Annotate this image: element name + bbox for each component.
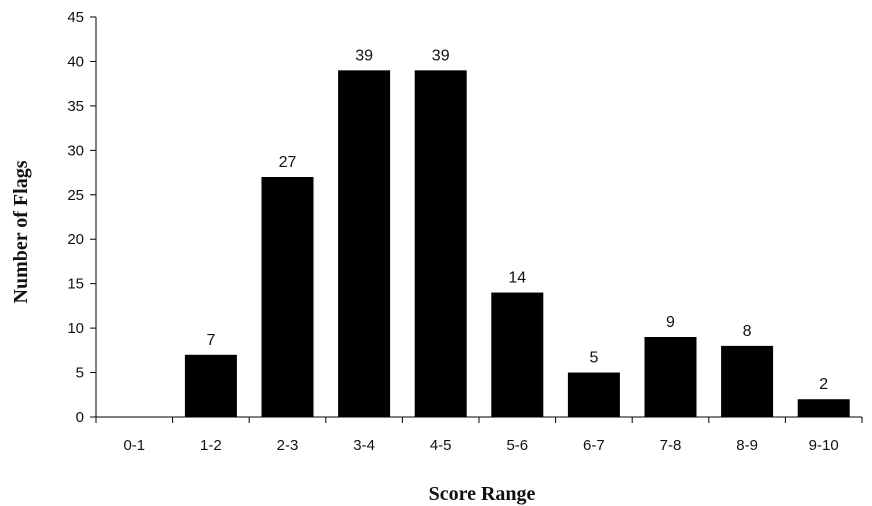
y-tick-label: 20	[67, 231, 84, 248]
x-tick-label: 4-5	[430, 437, 452, 454]
x-tick-label: 5-6	[506, 437, 528, 454]
bar	[184, 354, 237, 417]
bar	[797, 399, 850, 417]
x-tick-label: 3-4	[353, 437, 375, 454]
y-tick-label: 30	[67, 142, 84, 159]
x-tick-label: 0-1	[123, 437, 145, 454]
data-label: 7	[206, 332, 215, 349]
x-tick-label: 1-2	[200, 437, 222, 454]
y-tick-label: 5	[76, 365, 84, 382]
y-tick-label: 45	[67, 9, 84, 26]
x-tick-label: 7-8	[660, 437, 682, 454]
x-tick-label: 2-3	[277, 437, 299, 454]
x-tick-label: 6-7	[583, 437, 605, 454]
x-tick-label: 8-9	[736, 437, 758, 454]
bar	[567, 372, 620, 417]
data-label: 5	[589, 350, 598, 367]
y-axis-title: Number of Flags	[10, 160, 32, 303]
data-label: 27	[279, 154, 297, 171]
data-label: 39	[432, 47, 450, 64]
y-tick-label: 35	[67, 98, 84, 115]
bar	[491, 292, 544, 417]
bar	[721, 345, 774, 417]
data-labels: 7 27 39 39 14 5 9 8 2	[206, 47, 828, 393]
y-tick-label: 25	[67, 187, 84, 204]
bars	[184, 70, 850, 417]
x-axis-title: Score Range	[429, 483, 536, 505]
y-tick-label: 40	[67, 53, 84, 70]
data-label: 39	[355, 47, 373, 64]
x-tick-label: 9-10	[809, 437, 839, 454]
bar	[261, 177, 314, 417]
y-tick-label: 10	[67, 320, 84, 337]
bar	[414, 70, 467, 417]
bar	[338, 70, 391, 417]
data-label: 14	[508, 270, 526, 287]
data-label: 9	[666, 314, 675, 331]
y-axis: 0 5 10 15 20 25 30 35 40 45	[67, 9, 97, 426]
bar	[644, 337, 697, 417]
y-tick-label: 15	[67, 276, 84, 293]
x-axis: 0-1 1-2 2-3 3-4 4-5 5-6 6-7 7-8 8-9 9-10	[95, 416, 863, 454]
data-label: 8	[743, 323, 752, 340]
data-label: 2	[819, 376, 828, 393]
y-tick-label: 0	[76, 409, 84, 426]
